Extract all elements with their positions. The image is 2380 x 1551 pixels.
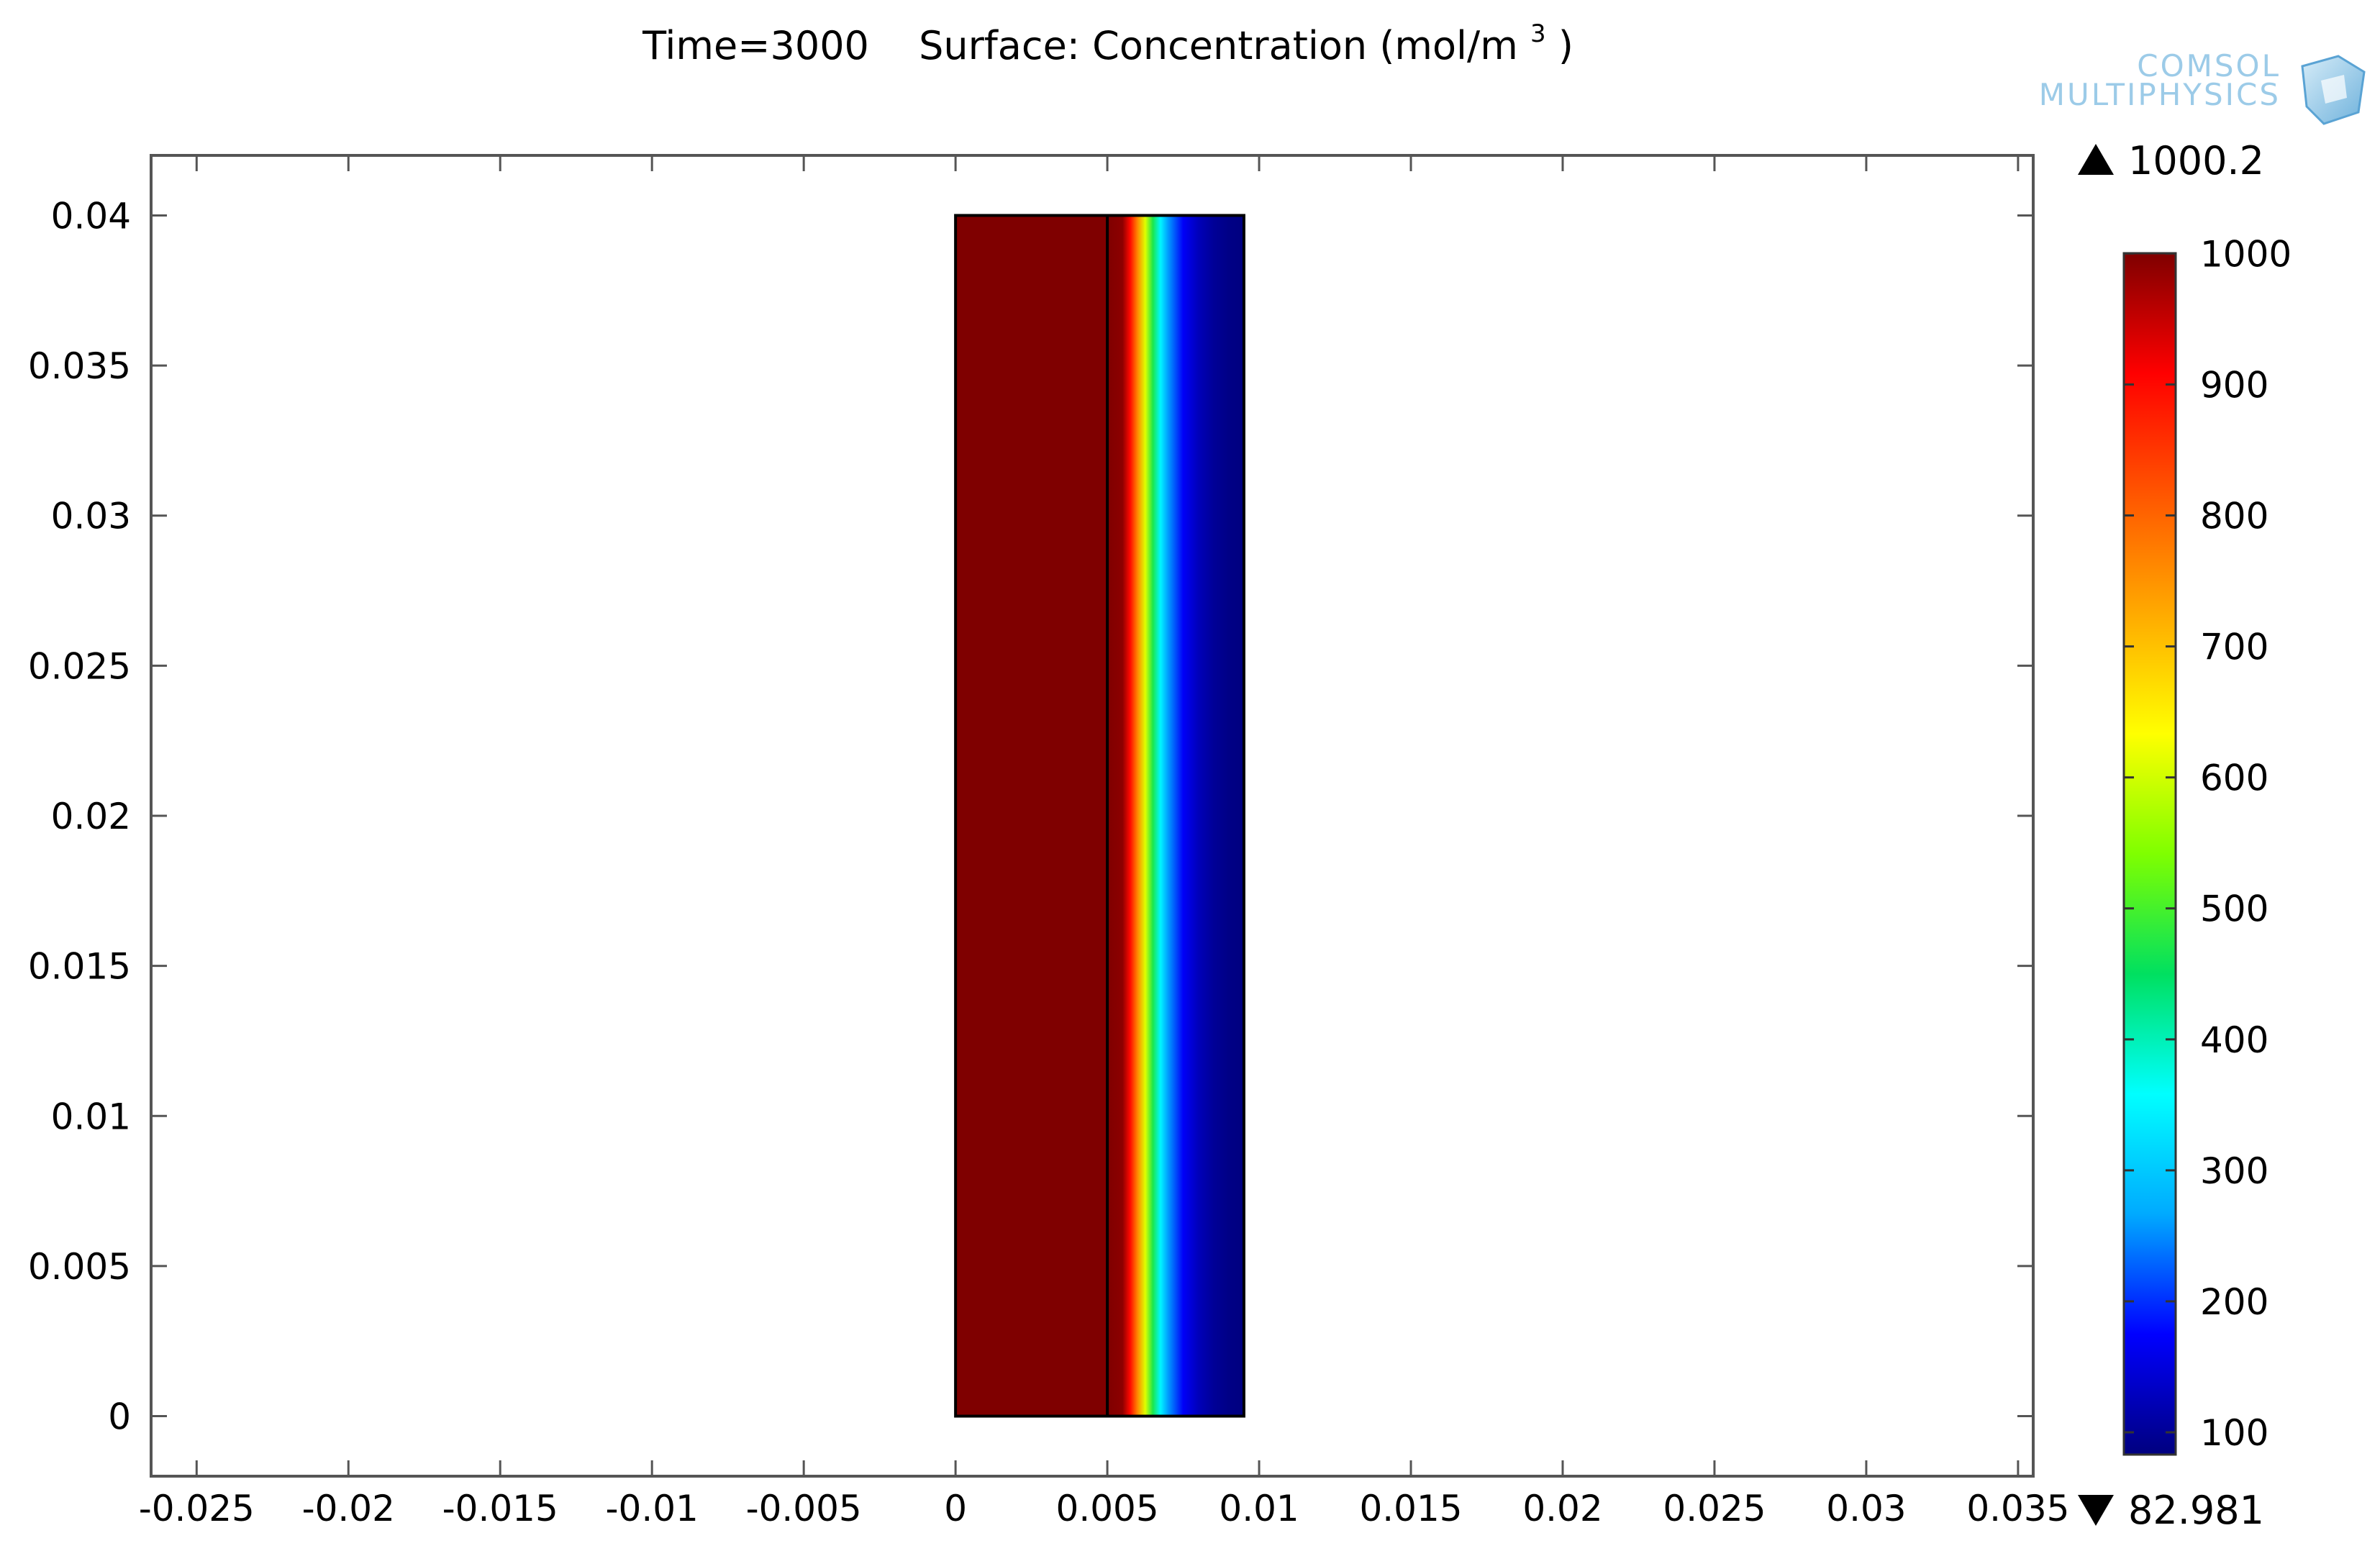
colorbar-tick-label: 500	[2200, 888, 2268, 930]
colorbar-max-label: 1000.2	[2128, 138, 2264, 183]
plot-title: Time=3000 Surface: Concentration (mol/m …	[642, 6, 1573, 68]
max-triangle-icon	[2078, 144, 2114, 175]
colorbar	[2122, 252, 2177, 1456]
y-tick-label: 0.02	[51, 796, 131, 837]
title-close: )	[1558, 23, 1573, 68]
x-tick-label: 0.03	[1826, 1488, 1906, 1529]
x-tick-label: -0.005	[746, 1488, 862, 1529]
x-tick-label: 0.02	[1522, 1488, 1602, 1529]
colorbar-tick-label: 300	[2200, 1150, 2268, 1192]
y-axis: 0 0.005 0.01 0.015 0.02 0.025 0.03 0.035 0.04	[28, 195, 2033, 1438]
title-surface: Surface: Concentration (mol/m	[919, 23, 1518, 68]
colorbar-ticks: 1000 900 800 700 600 500 400 300 200 100	[2124, 233, 2292, 1454]
title-superscript: 3	[1530, 19, 1546, 48]
x-axis: -0.025 -0.02 -0.015 -0.01 -0.005 0 0.005 0.01 0.…	[139, 155, 2069, 1529]
min-triangle-icon	[2078, 1495, 2114, 1526]
colorbar-tick-label: 1000	[2200, 233, 2292, 275]
y-tick-label: 0.04	[51, 195, 131, 237]
y-tick-label: 0.015	[28, 946, 131, 988]
x-tick-label: 0.01	[1219, 1488, 1299, 1529]
colorbar-tick-label: 700	[2200, 627, 2268, 668]
y-tick-label: 0.01	[51, 1096, 131, 1137]
y-tick-label: 0.03	[51, 496, 131, 537]
y-tick-label: 0.025	[28, 645, 131, 687]
colorbar-min-label: 82.981	[2128, 1488, 2264, 1533]
x-tick-label: -0.02	[302, 1488, 395, 1529]
logo-line2: MULTIPHYSICS	[2039, 77, 2281, 112]
x-tick-label: -0.015	[442, 1488, 558, 1529]
x-tick-label: 0.035	[1966, 1488, 2069, 1529]
y-tick-label: 0.005	[28, 1246, 131, 1288]
x-tick-label: 0.025	[1663, 1488, 1766, 1529]
colorbar-tick-label: 800	[2200, 496, 2268, 537]
colorbar-tick-label: 200	[2200, 1281, 2268, 1323]
comsol-logo: COMSOL MULTIPHYSICS	[2039, 48, 2366, 125]
colorbar-tick-label: 100	[2200, 1412, 2268, 1454]
x-tick-label: 0	[944, 1488, 967, 1529]
logo-line1: COMSOL	[2137, 48, 2281, 83]
colorbar-tick-label: 400	[2200, 1019, 2268, 1061]
colorbar-tick-label: 900	[2200, 364, 2268, 406]
x-tick-label: 0.015	[1359, 1488, 1462, 1529]
colorbar-max: 1000.2	[2078, 138, 2264, 183]
title-time: Time=3000	[642, 23, 869, 68]
colorbar-tick-label: 600	[2200, 758, 2268, 799]
x-tick-label: -0.01	[606, 1488, 699, 1529]
y-tick-label: 0	[108, 1396, 131, 1438]
y-tick-label: 0.035	[28, 345, 131, 387]
logo-cube-icon	[2301, 55, 2366, 125]
x-tick-label: 0.005	[1056, 1488, 1159, 1529]
colorbar-min: 82.981	[2078, 1488, 2264, 1533]
concentration-surface	[954, 214, 1245, 1418]
x-tick-label: -0.025	[139, 1488, 255, 1529]
